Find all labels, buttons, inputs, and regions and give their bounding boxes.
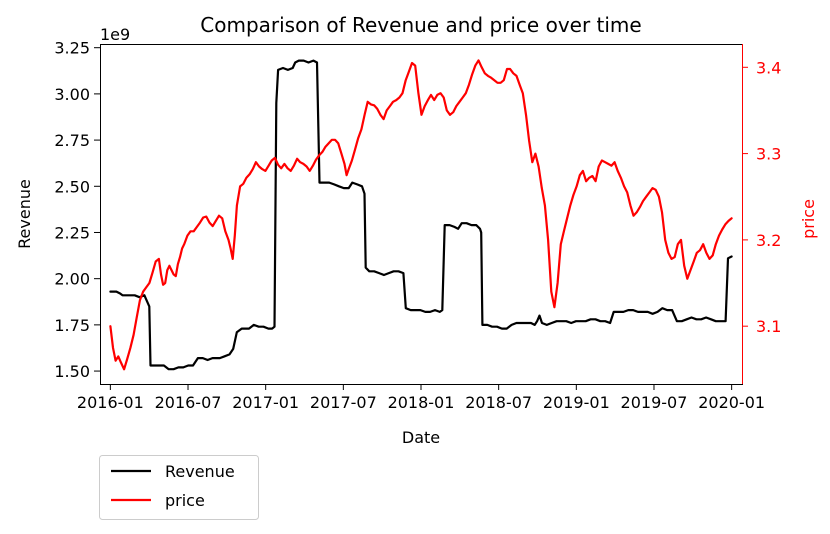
x-axis-label: Date <box>402 428 440 447</box>
y-left-tick-label: 3.25 <box>54 39 90 58</box>
y-left-axis-label: Revenue <box>15 179 34 249</box>
y-right-tick-label: 3.3 <box>756 145 781 164</box>
y-left-tick-label: 2.75 <box>54 131 90 150</box>
y-left-tick-label: 1.75 <box>54 316 90 335</box>
x-tick-label: 2016-01 <box>77 393 144 412</box>
x-tick-label: 2018-01 <box>388 393 455 412</box>
y-axis-exponent: 1e9 <box>100 25 130 44</box>
x-tick-label: 2020-01 <box>698 393 765 412</box>
x-tick-label: 2019-01 <box>543 393 610 412</box>
y-right-axis-label: price <box>799 199 818 239</box>
y-left-tick-label: 2.00 <box>54 270 90 289</box>
x-tick-label: 2018-07 <box>465 393 532 412</box>
legend: Revenue price <box>99 455 259 520</box>
y-right-tick-label: 3.4 <box>756 58 781 77</box>
revenue-line-group <box>109 59 733 371</box>
y-left-tick-label: 3.00 <box>54 85 90 104</box>
y-right-tick-label: 3.2 <box>756 231 781 250</box>
revenue-line <box>109 59 733 371</box>
price-line <box>109 59 733 371</box>
plot-area <box>109 59 733 371</box>
legend-label-revenue: Revenue <box>165 462 235 481</box>
y-right-tick-label: 3.1 <box>756 317 781 336</box>
y-left-tick-label: 1.50 <box>54 362 90 381</box>
chart-title: Comparison of Revenue and price over tim… <box>200 13 641 37</box>
x-tick-label: 2017-01 <box>232 393 299 412</box>
y-left-tick-label: 2.50 <box>54 177 90 196</box>
legend-label-price: price <box>165 491 205 510</box>
x-axis-ticks: 2016-01 2016-07 2017-01 2017-07 2018-01 2018-… <box>77 384 765 412</box>
y-left-tick-label: 2.25 <box>54 223 90 242</box>
x-tick-label: 2017-07 <box>310 393 377 412</box>
x-tick-label: 2019-07 <box>621 393 688 412</box>
price-line-group <box>109 59 733 371</box>
y-right-axis-ticks: 3.1 3.2 3.3 3.4 <box>742 58 781 336</box>
y-left-axis-ticks: 1.50 1.75 2.00 2.25 2.50 2.75 3.00 3.25 <box>54 39 100 381</box>
x-tick-label: 2016-07 <box>155 393 222 412</box>
